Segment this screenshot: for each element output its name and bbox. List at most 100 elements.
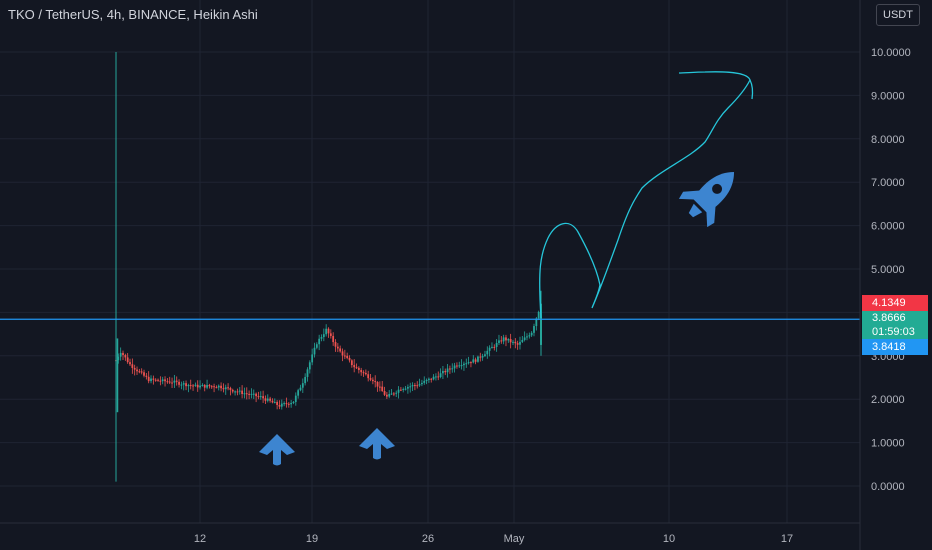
candle-body (140, 371, 143, 373)
candle-body (117, 356, 120, 361)
price-tick: 8.0000 (871, 134, 905, 146)
candle-body (187, 385, 190, 387)
candle-body (423, 380, 426, 383)
price-axis: 0.00001.00002.00003.00004.00005.00006.00… (0, 0, 911, 550)
candle-body (421, 382, 423, 385)
candle-body (152, 378, 155, 380)
price-tick: 5.0000 (871, 264, 905, 276)
candle-body (350, 360, 353, 366)
projection-curve (539, 71, 751, 319)
time-tick: 10 (663, 533, 675, 545)
candle-body (215, 387, 218, 389)
candle-body (392, 393, 395, 395)
time-tick: May (504, 533, 525, 545)
candle-body (241, 390, 243, 395)
line-price-label: 3.8418 (862, 339, 928, 355)
candle-body (516, 343, 519, 345)
candle-body (185, 383, 187, 387)
candle-body (402, 389, 405, 391)
candle-body (285, 403, 288, 405)
candle-body (201, 385, 204, 387)
candle-body (173, 380, 176, 383)
candle-body (521, 339, 524, 342)
candle-body (283, 403, 286, 405)
candle-body (378, 386, 381, 388)
candle-body (535, 318, 538, 327)
candle-body (320, 337, 323, 339)
candle-body (269, 398, 272, 401)
candle-body (500, 340, 503, 342)
candle-body (208, 385, 211, 387)
candle-body (150, 378, 152, 382)
chart-grid (0, 0, 860, 523)
candle-body (194, 384, 197, 386)
candle-body (364, 372, 367, 375)
time-tick: 26 (422, 533, 434, 545)
candle-body (161, 379, 164, 382)
bar-countdown: 01:59:03 (872, 326, 915, 338)
high-price-value: 4.1349 (872, 297, 906, 309)
candle-body (308, 362, 311, 370)
candle-body (129, 362, 131, 365)
candle-body (122, 352, 124, 356)
candle-body (381, 386, 384, 391)
candle-body (406, 387, 409, 389)
candle-body (154, 379, 157, 381)
candle-body (168, 381, 171, 383)
candle-body (360, 370, 363, 373)
candle-body (278, 405, 281, 407)
candle-body (530, 332, 533, 336)
candle-body (145, 375, 148, 377)
candle-body (446, 368, 449, 373)
candle-body (166, 381, 169, 383)
candle-body (425, 379, 428, 381)
candle-body (472, 359, 475, 363)
price-tick: 10.0000 (871, 47, 911, 59)
candle-body (234, 391, 236, 393)
candle-body (346, 355, 349, 358)
candle-body (311, 354, 314, 363)
candle-body (159, 380, 162, 382)
candle-body (442, 370, 444, 374)
candle-body (528, 335, 531, 337)
candle-body (257, 396, 260, 398)
candle-body (495, 342, 498, 347)
candle-body (178, 381, 180, 385)
candle-body (322, 334, 325, 338)
candle-body (540, 303, 542, 345)
candle-body (523, 337, 526, 340)
currency-button[interactable]: USDT (876, 4, 920, 26)
time-tick: 19 (306, 533, 318, 545)
price-tick: 7.0000 (871, 177, 905, 189)
candle-body (481, 356, 484, 358)
candle-body (357, 367, 360, 371)
candle-body (143, 372, 145, 376)
candle-body (262, 396, 265, 399)
price-tick: 6.0000 (871, 221, 905, 233)
candle-body (533, 326, 535, 333)
rocket-icon (678, 171, 735, 228)
candle-body (306, 369, 309, 377)
candle-body (341, 351, 344, 356)
candle-body (449, 368, 451, 370)
candle-body (138, 371, 141, 373)
candle-body (390, 393, 393, 395)
candle-body (411, 385, 414, 387)
candle-body (327, 328, 330, 334)
candle-body (343, 355, 346, 357)
candle-body (271, 400, 274, 403)
candle-body (453, 365, 456, 369)
annotations (259, 79, 754, 466)
candle-body (318, 338, 321, 345)
high-price-label: 4.1349 (862, 295, 928, 311)
candle-body (458, 365, 461, 367)
candle-body (136, 369, 138, 372)
candle-body (126, 357, 129, 363)
candle-body (418, 384, 421, 386)
candle-body (477, 356, 479, 362)
candle-body (133, 367, 136, 370)
candle-body (353, 365, 356, 368)
candle-body (334, 342, 337, 347)
candle-body (369, 378, 372, 380)
